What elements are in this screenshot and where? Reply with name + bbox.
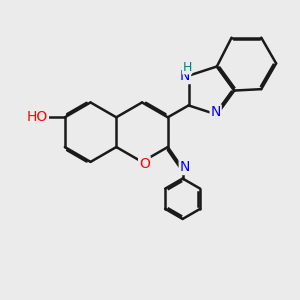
Text: N: N — [211, 105, 221, 119]
Text: O: O — [139, 157, 150, 171]
Text: H: H — [182, 61, 192, 74]
Text: N: N — [179, 160, 190, 174]
Text: HO: HO — [27, 110, 48, 124]
Text: N: N — [180, 69, 190, 83]
